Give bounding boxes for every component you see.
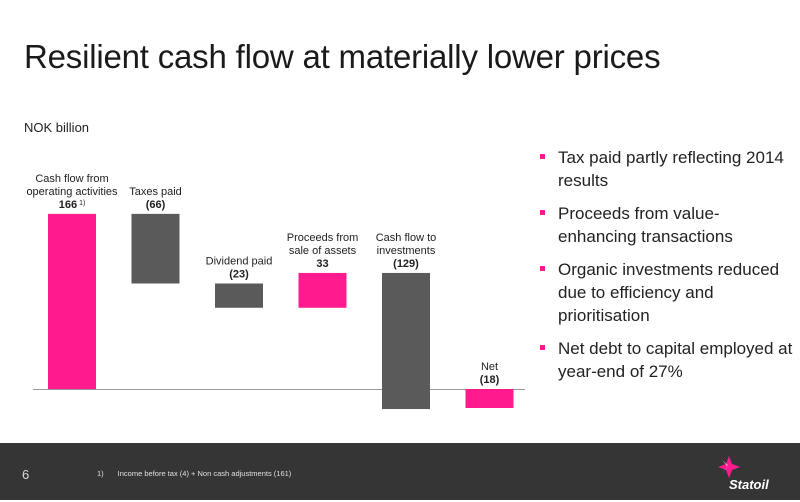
category-label: Cash flow from xyxy=(35,173,108,185)
waterfall-bar xyxy=(48,213,96,389)
bullet-marker xyxy=(540,266,545,271)
bullet-marker xyxy=(540,210,545,215)
data-label-value: (129) xyxy=(393,258,419,270)
bullet-marker xyxy=(540,345,545,350)
bullet-marker xyxy=(540,154,545,159)
bullet-text: Tax paid partly reflecting 2014 results xyxy=(558,148,784,190)
page-number: 6 xyxy=(22,467,30,482)
footnote-marker: 1) xyxy=(97,469,104,478)
category-label: Proceeds from xyxy=(287,232,359,244)
bullet-text: Proceeds from value-enhancing transactio… xyxy=(558,204,733,246)
bullet-item: Proceeds from value-enhancing transactio… xyxy=(540,202,795,248)
category-label: investments xyxy=(377,245,436,257)
data-label: (129) xyxy=(393,258,419,270)
bullet-text: Organic investments reduced due to effic… xyxy=(558,260,780,325)
footnote-ref: 1) xyxy=(79,200,85,207)
data-label: (23) xyxy=(229,269,249,281)
category-label: Taxes paid xyxy=(129,186,182,198)
bullet-item: Net debt to capital employed at year-end… xyxy=(540,337,795,383)
data-label: 166 1) xyxy=(59,199,86,211)
footnote-text: Income before tax (4) + Non cash adjustm… xyxy=(117,469,292,478)
waterfall-bar xyxy=(131,213,180,284)
footer-bar: 6 1) Income before tax (4) + Non cash adj… xyxy=(0,443,800,500)
data-label: 33 xyxy=(316,258,328,270)
waterfall-bar xyxy=(298,272,347,308)
waterfall-bar xyxy=(215,283,263,308)
footnote: 1) Income before tax (4) + Non cash adjus… xyxy=(97,469,291,478)
bullet-list: Tax paid partly reflecting 2014 results … xyxy=(540,146,795,393)
bullet-item: Organic investments reduced due to effic… xyxy=(540,258,795,327)
data-label-value: (18) xyxy=(480,374,500,386)
data-label: (18) xyxy=(480,374,500,386)
category-label: Dividend paid xyxy=(206,256,273,268)
unit-label: NOK billion xyxy=(24,120,90,135)
category-label: operating activities xyxy=(26,186,118,198)
data-label-value: 166 xyxy=(59,199,77,211)
star-logo-icon xyxy=(718,456,740,478)
statoil-logo: Statoil xyxy=(710,453,780,497)
data-label-value: (23) xyxy=(229,269,249,281)
category-label: sale of assets xyxy=(289,245,357,257)
data-label: (66) xyxy=(146,199,166,211)
waterfall-bar xyxy=(382,272,430,410)
bullet-text: Net debt to capital employed at year-end… xyxy=(558,339,793,381)
category-label: Net xyxy=(481,361,498,373)
slide-title: Resilient cash flow at materially lower … xyxy=(24,38,661,75)
category-label: Cash flow to xyxy=(376,232,437,244)
waterfall-bar xyxy=(465,389,514,408)
logo-text: Statoil xyxy=(729,477,769,492)
data-label-value: (66) xyxy=(146,199,166,211)
bullet-item: Tax paid partly reflecting 2014 results xyxy=(540,146,795,192)
data-label-value: 33 xyxy=(316,258,328,270)
